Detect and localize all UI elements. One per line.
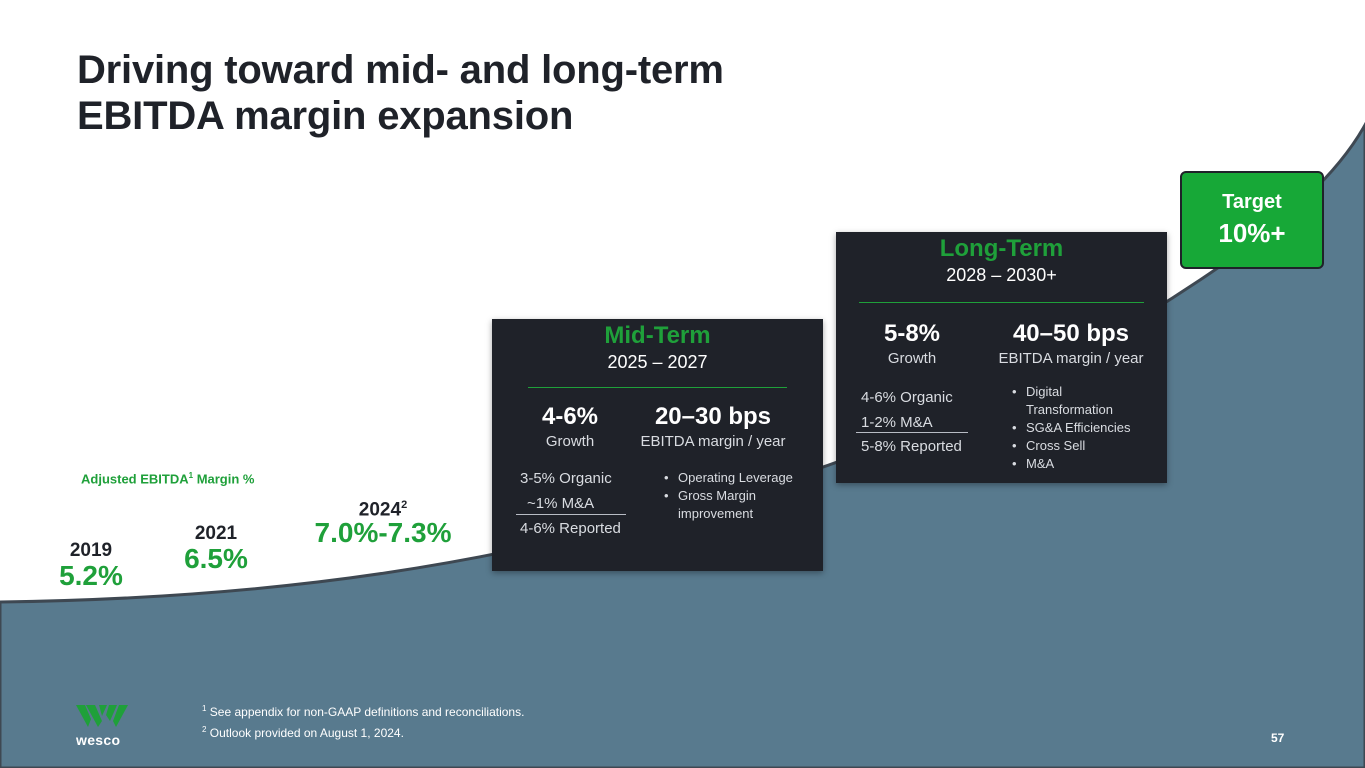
margin-value: 40–50 bps bbox=[1012, 320, 1130, 347]
mid-term-title: Mid-Term bbox=[604, 322, 711, 349]
growth-label: Growth bbox=[887, 350, 937, 367]
breakdown-ma: ~1% M&A bbox=[527, 495, 595, 512]
sum-rule bbox=[856, 432, 968, 433]
list-item: Gross Margin improvement bbox=[663, 487, 793, 523]
margin-label: EBITDA margin / year bbox=[640, 433, 786, 450]
footnotes: 1 See appendix for non-GAAP definitions … bbox=[202, 700, 524, 742]
list-item: SG&A Efficiencies bbox=[1011, 419, 1151, 437]
divider bbox=[528, 387, 787, 388]
margin-label: EBITDA margin / year bbox=[998, 350, 1144, 367]
long-term-drivers: Digital Transformation SG&A Efficiencies… bbox=[1011, 383, 1151, 473]
footnote-ref-2: 2 bbox=[401, 499, 408, 511]
long-term-growth: 5-8% Growth bbox=[852, 320, 972, 367]
list-item: M&A bbox=[1011, 455, 1151, 473]
milestone-value: 6.5% bbox=[184, 543, 248, 574]
long-term-title: Long-Term bbox=[939, 235, 1064, 262]
milestone-2019: 2019 5.2% bbox=[46, 540, 136, 592]
wesco-logo: wesco bbox=[76, 703, 130, 748]
milestone-2024: 20242 7.0%-7.3% bbox=[292, 499, 474, 549]
sum-rule bbox=[516, 514, 626, 515]
long-term-panel: Long-Term 2028 – 2030+ 5-8% Growth 40–50… bbox=[836, 232, 1167, 483]
growth-value: 4-6% bbox=[541, 403, 599, 430]
footnote-ref-1: 1 bbox=[188, 471, 194, 480]
mid-term-drivers: Operating Leverage Gross Margin improvem… bbox=[663, 469, 793, 523]
list-item: Digital Transformation bbox=[1011, 383, 1151, 419]
page-title-line-1: Driving toward mid- and long-term bbox=[77, 48, 724, 92]
milestone-value: 5.2% bbox=[59, 560, 123, 591]
target-badge: Target 10%+ bbox=[1180, 171, 1324, 269]
breakdown-organic: 4-6% Organic bbox=[861, 389, 953, 406]
list-item: Cross Sell bbox=[1011, 437, 1151, 455]
mid-term-panel: Mid-Term 2025 – 2027 4-6% Growth 20–30 b… bbox=[492, 319, 823, 571]
milestone-year: 2019 bbox=[69, 540, 113, 561]
breakdown-ma: 1-2% M&A bbox=[861, 414, 933, 431]
page-title-line-2: EBITDA margin expansion bbox=[77, 94, 574, 138]
list-item: Operating Leverage bbox=[663, 469, 793, 487]
target-label: Target bbox=[1222, 191, 1282, 213]
breakdown-reported: 4-6% Reported bbox=[520, 520, 621, 537]
mid-term-years: 2025 – 2027 bbox=[607, 352, 708, 372]
footnote-1: 1 See appendix for non-GAAP definitions … bbox=[202, 704, 525, 719]
milestone-value: 7.0%-7.3% bbox=[314, 517, 452, 549]
milestone-year: 20242 bbox=[358, 499, 408, 521]
page-number: 57 bbox=[1271, 731, 1285, 745]
growth-value: 5-8% bbox=[883, 320, 941, 347]
divider bbox=[859, 302, 1144, 303]
long-term-years: 2028 – 2030+ bbox=[946, 265, 1057, 285]
breakdown-reported: 5-8% Reported bbox=[861, 438, 962, 455]
breakdown-organic: 3-5% Organic bbox=[520, 470, 612, 487]
growth-label: Growth bbox=[545, 433, 595, 450]
wesco-logo-icon bbox=[76, 705, 128, 727]
target-value: 10%+ bbox=[1218, 218, 1286, 248]
chart-label: Adjusted EBITDA1 Margin % bbox=[81, 471, 255, 487]
page-title: Driving toward mid- and long-term EBITDA… bbox=[77, 47, 724, 139]
footnote-2: 2 Outlook provided on August 1, 2024. bbox=[202, 725, 404, 740]
mid-term-margin: 20–30 bps EBITDA margin / year bbox=[632, 403, 794, 450]
milestone-year: 2021 bbox=[194, 523, 238, 544]
logo-wordmark: wesco bbox=[76, 732, 121, 748]
mid-term-growth: 4-6% Growth bbox=[510, 403, 630, 450]
margin-value: 20–30 bps bbox=[654, 403, 772, 430]
long-term-margin: 40–50 bps EBITDA margin / year bbox=[991, 320, 1151, 367]
milestone-2021: 2021 6.5% bbox=[171, 523, 261, 575]
